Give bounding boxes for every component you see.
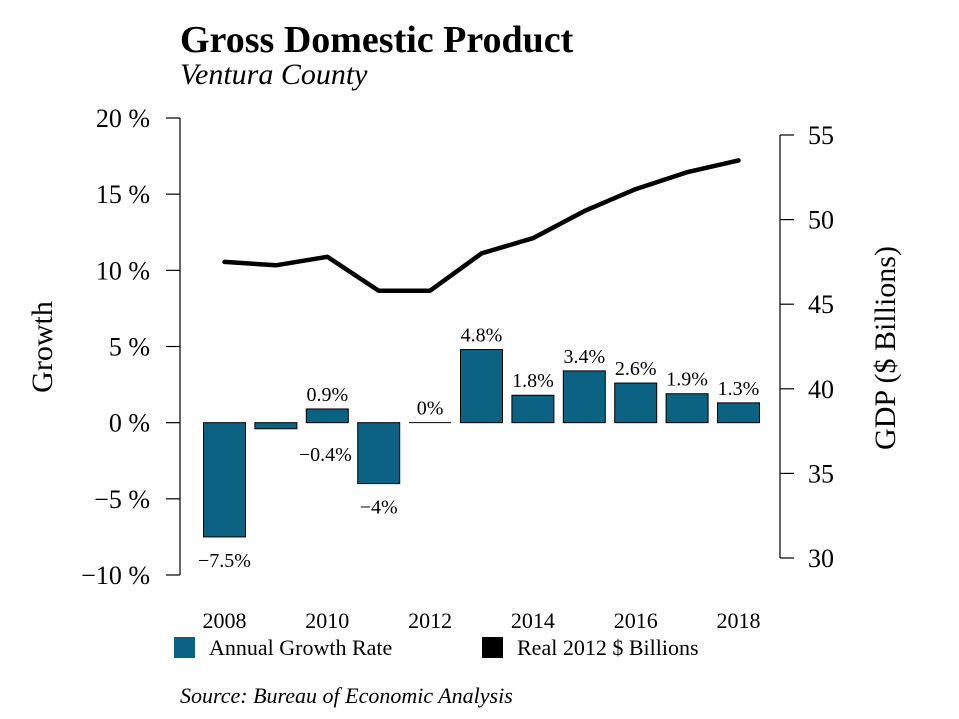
growth-bar (511, 394, 555, 424)
x-tick-label: 2016 (614, 608, 658, 633)
x-tick-label: 2010 (305, 608, 349, 633)
growth-bar (203, 422, 246, 538)
bar-data-label: 3.4% (563, 346, 605, 368)
x-tick-label: 2008 (203, 608, 247, 633)
right-tick-label: 30 (808, 544, 834, 573)
left-tick-label: 10 % (96, 256, 150, 285)
legend-swatch-growth (174, 637, 195, 658)
bar-data-label: −7.5% (198, 550, 251, 572)
left-tick-label: −10 % (81, 561, 150, 590)
growth-bar (305, 408, 349, 424)
growth-bars (203, 349, 760, 538)
right-tick-label: 55 (808, 121, 834, 150)
growth-bar (562, 370, 606, 424)
left-tick-label: 15 % (96, 180, 150, 209)
source-note: Source: Bureau of Economic Analysis (180, 683, 513, 708)
gdp-line (222, 158, 741, 293)
left-axis-label: Growth (26, 301, 59, 393)
x-tick-label: 2014 (511, 608, 555, 633)
right-tick-label: 35 (808, 459, 834, 488)
bar-data-label: 4.8% (461, 325, 503, 347)
legend: Annual Growth Rate Real 2012 $ Billions (174, 635, 699, 660)
legend-label-growth: Annual Growth Rate (209, 635, 392, 660)
legend-swatch-gdp (482, 637, 503, 658)
left-tick-label: 0 % (109, 409, 150, 438)
left-axis: −10 % −5 % 0 % 5 % 10 % 15 % 20 % (81, 104, 181, 590)
left-tick-label: 5 % (109, 333, 150, 362)
growth-bar (614, 382, 658, 424)
chart-title: Gross Domestic Product (180, 19, 574, 61)
x-tick-label: 2018 (717, 608, 761, 633)
bar-data-label: 0.9% (306, 384, 348, 406)
growth-bar (357, 422, 401, 485)
growth-bar (254, 422, 298, 430)
growth-bar (460, 349, 503, 424)
x-tick-label: 2012 (408, 608, 452, 633)
right-tick-label: 50 (808, 206, 834, 235)
bar-data-label: 1.3% (718, 378, 760, 400)
growth-bar (717, 402, 760, 424)
right-axis-label: GDP ($ Billions) (869, 246, 902, 450)
growth-bar (665, 393, 709, 424)
bar-data-label: 2.6% (615, 358, 657, 380)
legend-label-gdp: Real 2012 $ Billions (517, 635, 699, 660)
left-tick-label: 20 % (96, 104, 150, 133)
bar-data-labels: −7.5% −0.4% 0.9% −4% 0% 4.8% 1.8% 3.4% 2.6% 1.9% 1… (198, 325, 759, 572)
bar-data-label: 1.8% (512, 370, 554, 392)
right-axis: 30 35 40 45 50 55 (779, 121, 834, 573)
left-tick-label: −5 % (94, 485, 150, 514)
x-axis-tick-labels: 2008 2010 2012 2014 2016 2018 (203, 608, 761, 633)
bar-data-label: 0% (417, 398, 444, 420)
right-tick-label: 40 (808, 375, 834, 404)
chart-subtitle: Ventura County (180, 58, 368, 91)
bar-data-label: −0.4% (299, 444, 352, 466)
right-tick-label: 45 (808, 290, 834, 319)
bar-data-label: −4% (360, 497, 398, 519)
bar-data-label: 1.9% (666, 369, 708, 391)
